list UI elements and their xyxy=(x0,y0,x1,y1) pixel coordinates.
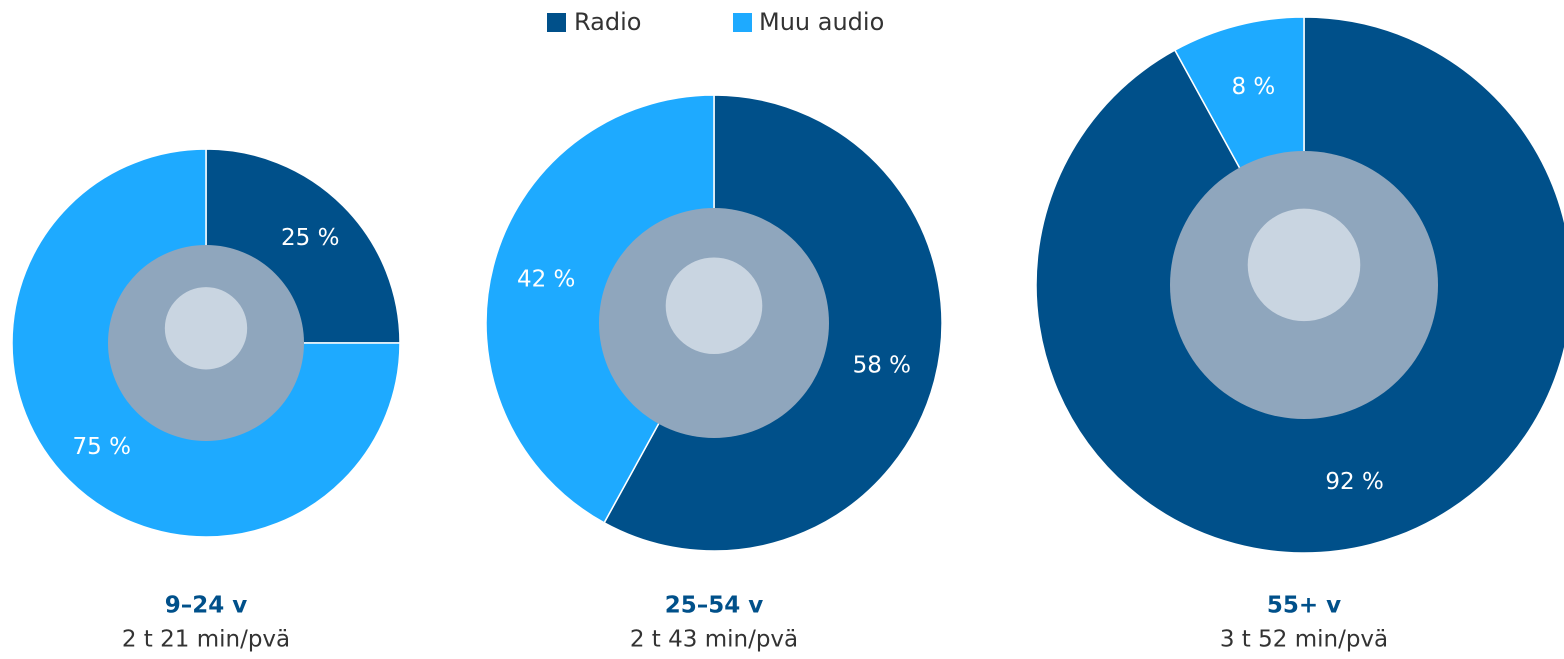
value-label: 8 % xyxy=(1231,74,1275,100)
value-label: 92 % xyxy=(1325,469,1383,495)
photo-face xyxy=(164,287,248,370)
chart-title: 25–54 v xyxy=(665,593,764,619)
chart-subtitle: 2 t 21 min/pvä xyxy=(122,627,290,653)
legend-swatch xyxy=(547,13,566,32)
legend-label: Radio xyxy=(574,8,641,36)
chart-subtitle: 2 t 43 min/pvä xyxy=(630,627,798,653)
chart-title: 9–24 v xyxy=(165,593,248,619)
photo-face xyxy=(1247,208,1361,322)
legend-label: Muu audio xyxy=(759,8,884,36)
chart-title: 55+ v xyxy=(1267,593,1341,619)
pie-slice xyxy=(11,148,401,538)
value-label: 25 % xyxy=(281,225,339,251)
legend-swatch xyxy=(733,13,752,32)
chart-subtitle: 3 t 52 min/pvä xyxy=(1220,627,1388,653)
value-label: 75 % xyxy=(73,434,131,460)
value-label: 58 % xyxy=(853,353,911,379)
value-label: 42 % xyxy=(517,266,575,292)
photo-face xyxy=(665,257,763,355)
